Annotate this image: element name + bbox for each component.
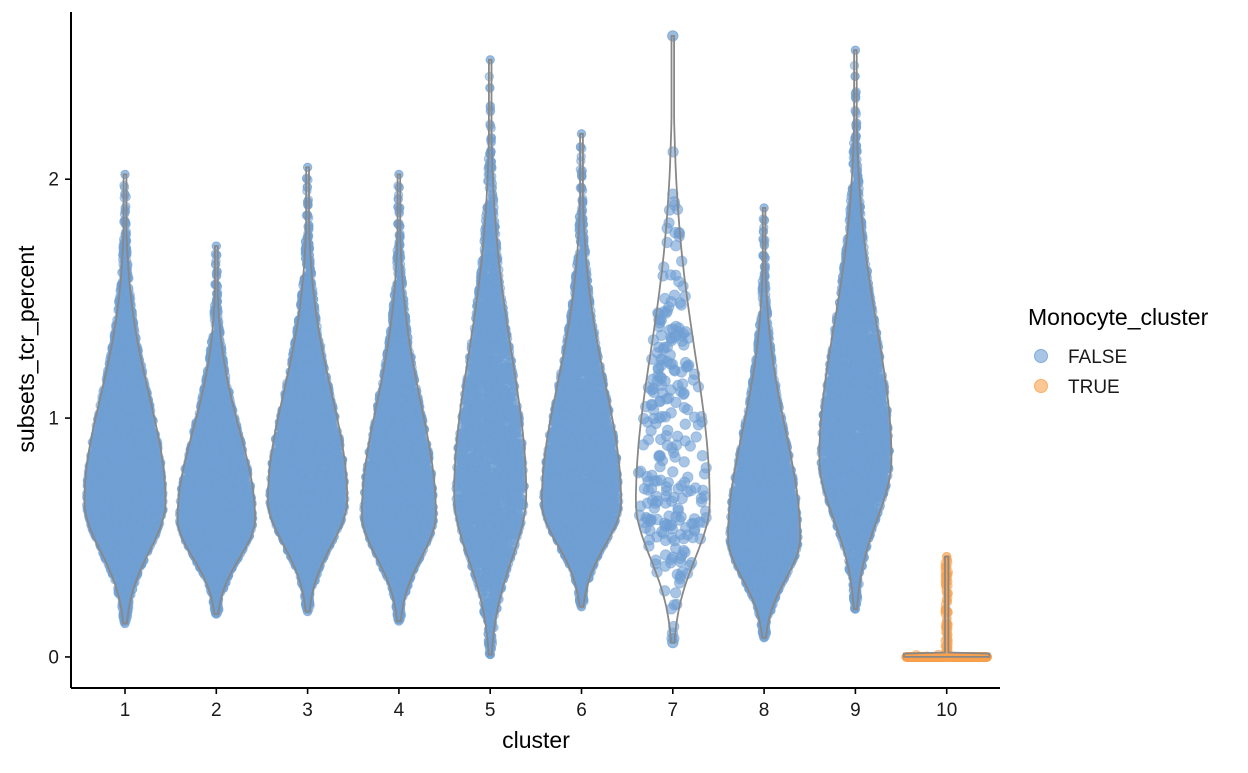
x-tick-label: 6 (576, 700, 587, 721)
violin-cluster-1 (82, 170, 167, 628)
violin-points-2 (175, 242, 256, 618)
x-tick-label: 5 (485, 700, 496, 721)
violin-cluster-5 (452, 56, 529, 659)
violin-cluster-9 (817, 46, 894, 613)
violin-points-9 (817, 46, 894, 613)
y-tick-label: 1 (48, 409, 59, 430)
violin-cluster-2 (175, 242, 256, 618)
violin-points-1 (82, 170, 167, 628)
legend-key-true (1035, 380, 1048, 393)
violin-points-6 (540, 130, 623, 611)
y-tick-label: 2 (48, 170, 59, 191)
x-tick-label: 8 (759, 700, 770, 721)
legend-label-false: FALSE (1068, 347, 1127, 368)
x-axis-title: cluster (502, 727, 570, 753)
x-tick-label: 3 (302, 700, 313, 721)
x-tick-label: 7 (668, 700, 679, 721)
violin-points-10 (902, 552, 992, 661)
x-tick-label: 1 (120, 700, 131, 721)
violin-points-3 (266, 163, 349, 616)
violin-cluster-10 (902, 552, 992, 661)
violin-points-8 (726, 204, 802, 642)
violin-cluster-4 (360, 170, 438, 625)
x-tick-label: 10 (936, 700, 957, 721)
legend: Monocyte_cluster FALSE TRUE (1028, 304, 1209, 398)
x-tick-label: 2 (211, 700, 222, 721)
violin-points-5 (452, 56, 529, 659)
violin-cluster-6 (540, 130, 623, 611)
y-tick-label: 0 (48, 647, 59, 668)
violin-cluster-8 (726, 204, 802, 642)
plot-area (82, 31, 991, 661)
y-axis-title: subsets_tcr_percent (13, 245, 39, 453)
violin-cluster-7 (633, 31, 711, 648)
violin-points-4 (360, 170, 438, 625)
legend-title: Monocyte_cluster (1028, 304, 1209, 330)
violin-points-7 (633, 31, 711, 648)
legend-key-false (1035, 350, 1048, 363)
x-tick-label: 4 (394, 700, 405, 721)
x-tick-label: 9 (850, 700, 861, 721)
legend-label-true: TRUE (1068, 377, 1120, 398)
violin-cluster-3 (266, 163, 349, 616)
